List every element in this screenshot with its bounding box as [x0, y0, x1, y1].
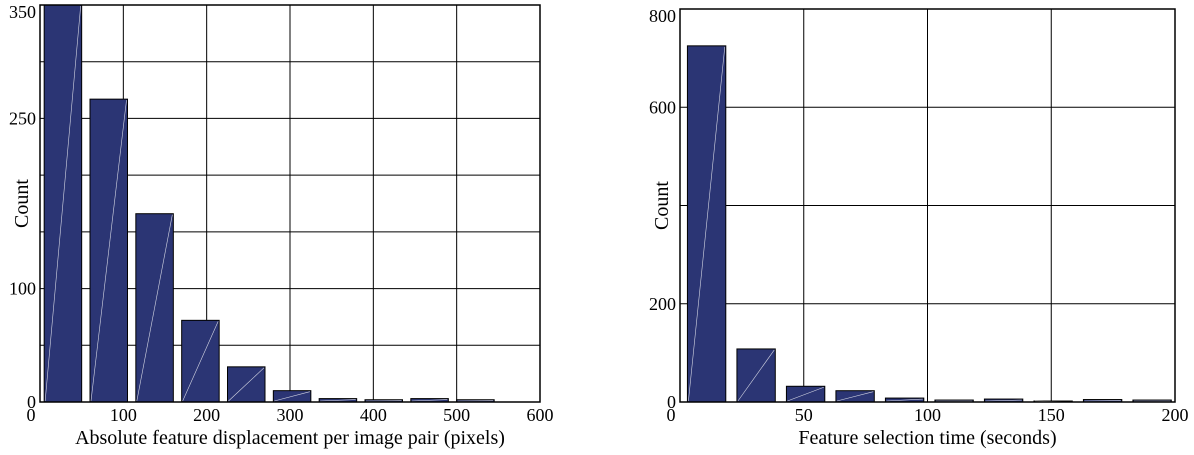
y-tick-label: 800	[649, 6, 676, 26]
bar-diagonal	[228, 367, 265, 402]
y-axis-title: Count	[11, 179, 33, 228]
bar-diagonal	[136, 214, 173, 402]
x-tick-label: 0	[27, 405, 36, 425]
y-tick-label: 350	[9, 2, 36, 22]
x-tick-label: 400	[360, 405, 387, 425]
bar-diagonal	[737, 349, 775, 402]
selection-time-histogram: 0 50 100 150 200 0 200 600 800 Feature selection …	[649, 6, 1189, 449]
bar-diagonal	[985, 399, 1022, 402]
x-axis-title: Feature selection time (seconds)	[798, 427, 1056, 449]
x-tick-label: 50	[795, 405, 813, 425]
y-axis-title: Count	[651, 181, 673, 230]
bar-diagonal	[320, 399, 356, 402]
bar-diagonal	[274, 391, 310, 402]
y-tick-label: 600	[649, 97, 676, 117]
y-tick-label: 250	[9, 108, 36, 128]
y-tick-label: 100	[9, 279, 36, 299]
x-tick-label: 500	[443, 405, 470, 425]
bar-diagonal	[836, 391, 874, 402]
y-tick-label: 0	[667, 392, 676, 412]
bar-diagonal	[886, 398, 923, 402]
bar-diagonal	[688, 46, 726, 402]
x-tick-label: 150	[1038, 405, 1065, 425]
plot-frame	[679, 8, 1176, 403]
y-tick-label: 200	[649, 294, 676, 314]
x-tick-label: 100	[110, 405, 137, 425]
x-axis-title: Absolute feature displacement per image …	[75, 427, 505, 449]
displacement-histogram: 0 100 200 300 400 500 600 0 100 250 350 Absolute fe…	[9, 2, 554, 449]
plot-frame	[39, 4, 541, 403]
bar-diagonal	[411, 399, 448, 402]
x-tick-label: 100	[914, 405, 941, 425]
bar-diagonal	[44, 5, 81, 402]
x-tick-label: 0	[667, 405, 676, 425]
bar-diagonal	[182, 321, 219, 402]
x-tick-label: 300	[277, 405, 304, 425]
bar-diagonal	[90, 100, 127, 402]
x-tick-label: 600	[527, 405, 554, 425]
x-tick-label: 200	[193, 405, 220, 425]
bar-diagonal	[787, 386, 824, 402]
x-tick-label: 200	[1162, 405, 1189, 425]
y-tick-label: 0	[27, 392, 36, 412]
